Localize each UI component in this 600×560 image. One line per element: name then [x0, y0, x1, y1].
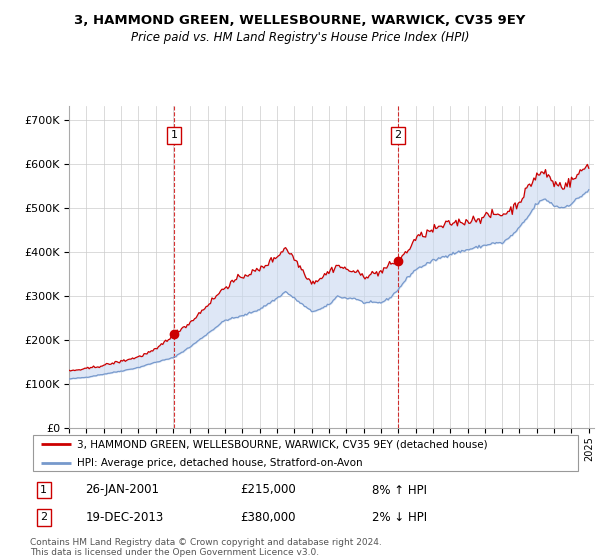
- Text: 26-JAN-2001: 26-JAN-2001: [85, 483, 159, 497]
- FancyBboxPatch shape: [33, 435, 578, 471]
- Text: £380,000: £380,000: [240, 511, 295, 524]
- Text: 2: 2: [40, 512, 47, 522]
- Text: 2: 2: [394, 130, 401, 141]
- Text: 8% ↑ HPI: 8% ↑ HPI: [372, 483, 427, 497]
- Text: 1: 1: [170, 130, 178, 141]
- Text: Price paid vs. HM Land Registry's House Price Index (HPI): Price paid vs. HM Land Registry's House …: [131, 31, 469, 44]
- Text: £215,000: £215,000: [240, 483, 296, 497]
- Text: HPI: Average price, detached house, Stratford-on-Avon: HPI: Average price, detached house, Stra…: [77, 458, 362, 468]
- Text: This data is licensed under the Open Government Licence v3.0.: This data is licensed under the Open Gov…: [30, 548, 319, 557]
- Text: 19-DEC-2013: 19-DEC-2013: [85, 511, 163, 524]
- Text: 3, HAMMOND GREEN, WELLESBOURNE, WARWICK, CV35 9EY: 3, HAMMOND GREEN, WELLESBOURNE, WARWICK,…: [74, 14, 526, 27]
- Text: 2% ↓ HPI: 2% ↓ HPI: [372, 511, 427, 524]
- Text: 1: 1: [40, 485, 47, 495]
- Text: 3, HAMMOND GREEN, WELLESBOURNE, WARWICK, CV35 9EY (detached house): 3, HAMMOND GREEN, WELLESBOURNE, WARWICK,…: [77, 439, 488, 449]
- Text: Contains HM Land Registry data © Crown copyright and database right 2024.: Contains HM Land Registry data © Crown c…: [30, 538, 382, 547]
